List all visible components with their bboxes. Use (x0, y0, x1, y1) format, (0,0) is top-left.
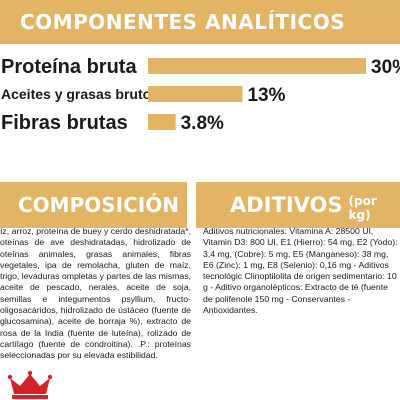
composition-title: COMPOSICIÓN (18, 193, 179, 217)
category-label: Proteína bruta (1, 56, 137, 78)
page-title: COMPONENTES ANALÍTICOS (20, 10, 346, 34)
crown-icon (7, 370, 53, 399)
category-label: Fibras brutas (1, 112, 128, 134)
value-label: 30% (371, 57, 400, 78)
additives-banner: ADITIVOS (por kg) (196, 182, 400, 228)
bar (148, 114, 176, 130)
analytic-components-banner: COMPONENTES ANALÍTICOS (0, 0, 400, 44)
composition-text: íz, arroz, proteína de buey y cerdo desh… (0, 226, 191, 361)
additives-title: ADITIVOS (230, 193, 343, 217)
category-label: Aceites y grasas brutos (1, 86, 159, 102)
value-label: 13% (247, 85, 285, 106)
additives-unit: (por kg) (348, 194, 377, 222)
bar (148, 86, 243, 102)
additives-text: Aditivos nutricionales: Vitamina A: 2850… (203, 226, 398, 316)
bar (148, 58, 366, 74)
analytic-components-chart: Proteína bruta 30% Aceites y grasas brutos… (1, 56, 400, 134)
composition-banner: COMPOSICIÓN (0, 182, 187, 228)
value-label: 3.8% (181, 113, 224, 134)
